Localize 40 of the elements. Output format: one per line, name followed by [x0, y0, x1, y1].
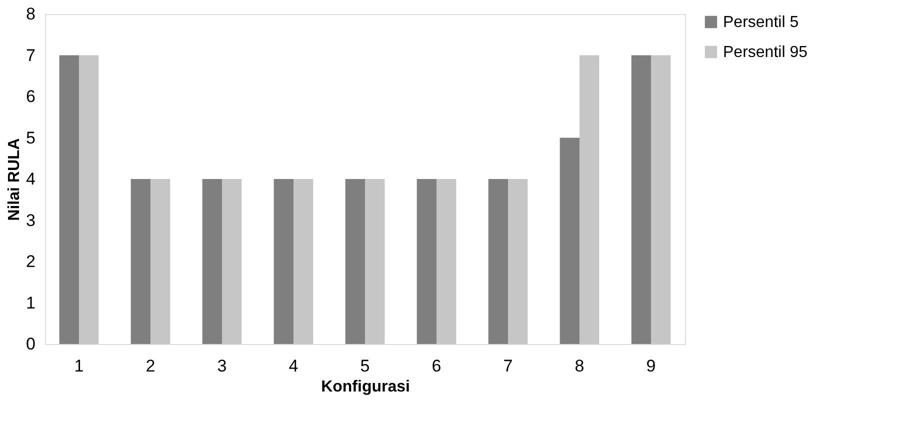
- x-axis-title: Konfigurasi: [321, 378, 410, 396]
- y-tick-label: 7: [26, 46, 36, 65]
- bar: [488, 179, 508, 344]
- x-tick-label: 1: [74, 356, 84, 376]
- y-tick-label: 8: [26, 4, 36, 24]
- y-axis-title: Nilai RULA: [6, 138, 24, 221]
- bar: [59, 55, 79, 344]
- bar: [631, 55, 652, 344]
- bar: [416, 179, 437, 344]
- legend-label: Persentil 95: [723, 44, 808, 61]
- bar: [345, 179, 365, 344]
- bar: [274, 179, 294, 344]
- x-tick-label: 4: [288, 356, 298, 376]
- bar: [78, 55, 99, 344]
- x-tick-label: 2: [146, 356, 156, 376]
- bar: [560, 138, 580, 344]
- bar: [436, 179, 456, 344]
- bar: [202, 179, 222, 344]
- y-tick-label: 5: [26, 128, 36, 148]
- y-tick-label: 2: [26, 252, 36, 271]
- x-tick-label: 3: [217, 356, 227, 376]
- bar: [651, 55, 671, 344]
- x-tick-label: 7: [503, 356, 513, 376]
- legend-label: Persentil 5: [723, 14, 799, 31]
- y-tick-label: 3: [26, 210, 36, 230]
- y-tick-label: 1: [26, 293, 36, 312]
- bar: [150, 179, 170, 344]
- y-tick-label: 0: [26, 334, 36, 354]
- bar: [130, 179, 150, 344]
- x-tick-label: 5: [360, 356, 370, 376]
- bar: [580, 55, 600, 344]
- x-tick-label: 9: [646, 356, 656, 376]
- bar: [222, 179, 242, 344]
- y-tick-label: 4: [26, 170, 36, 188]
- x-tick-label: 6: [432, 356, 442, 376]
- bar: [293, 179, 314, 344]
- bar: [508, 179, 528, 344]
- bar: [365, 179, 385, 344]
- x-tick-label: 8: [574, 356, 584, 376]
- y-tick-label: 6: [26, 87, 36, 106]
